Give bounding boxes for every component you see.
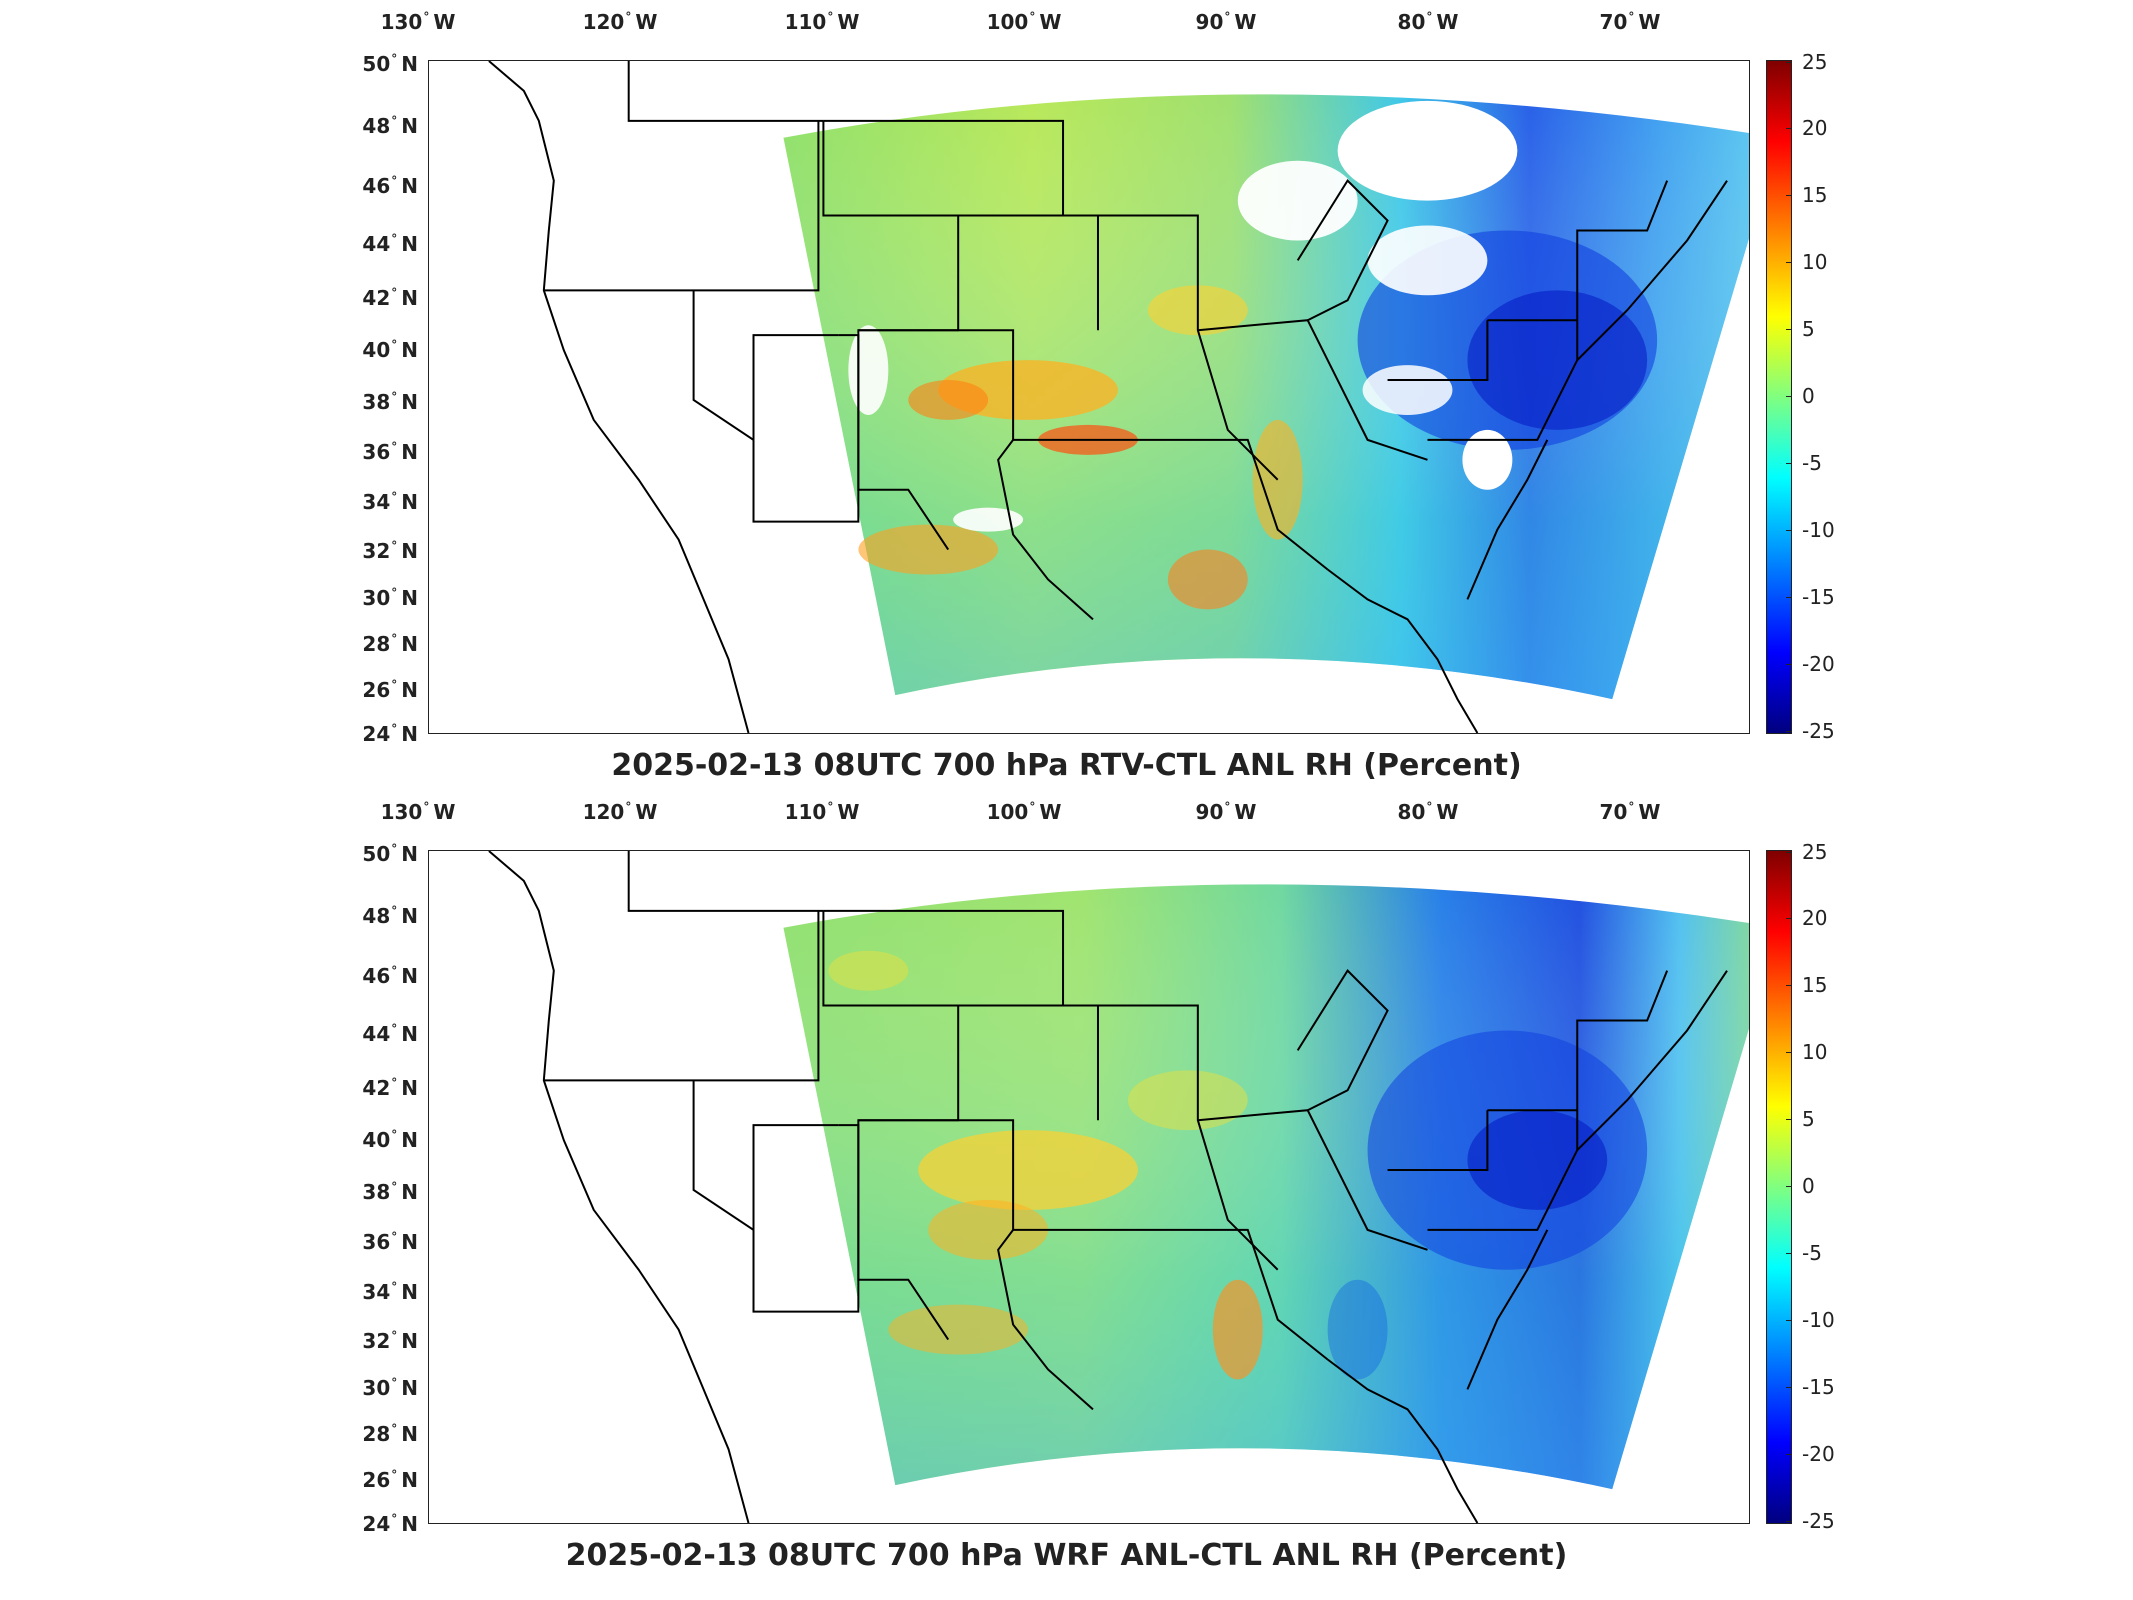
latitude-tick-label: 46° N (362, 174, 418, 198)
longitude-tick-label: 100° W (986, 800, 1062, 824)
longitude-tick-label: 80° W (1397, 10, 1459, 34)
colorbar-tick-mark (1786, 1521, 1792, 1522)
map-panel-rtv-ctl: 130° W 120° W 110° W 100° W 90° W 80° W 70° W 50° N 48°… (0, 0, 2133, 790)
latitude-tick-label: 46° N (362, 964, 418, 988)
colorbar-tick-mark (1786, 731, 1792, 732)
longitude-tick-label: 130° W (380, 800, 456, 824)
colorbar-tick-mark (1786, 530, 1792, 531)
colorbar-tick-label: -5 (1802, 451, 1822, 475)
colorbar-tick-mark (1786, 62, 1792, 63)
latitude-tick-label: 48° N (362, 904, 418, 928)
latitude-tick-label: 50° N (362, 52, 418, 76)
longitude-tick-label: 110° W (784, 800, 860, 824)
colorbar-tick-label: 5 (1802, 1107, 1815, 1131)
colorbar-tick-label: 5 (1802, 317, 1815, 341)
latitude-tick-label: 34° N (362, 1280, 418, 1304)
latitude-tick-label: 50° N (362, 842, 418, 866)
latitude-tick-label: 44° N (362, 1022, 418, 1046)
latitude-tick-label: 28° N (362, 1422, 418, 1446)
latitude-tick-label: 40° N (362, 1128, 418, 1152)
colorbar-tick-mark (1786, 1454, 1792, 1455)
rh-difference-map (488, 851, 1749, 1523)
latitude-tick-label: 40° N (362, 338, 418, 362)
colorbar-tick-label: -25 (1802, 1509, 1835, 1533)
latitude-tick-label: 44° N (362, 232, 418, 256)
longitude-tick-label: 100° W (986, 10, 1062, 34)
colorbar-tick-mark (1786, 852, 1792, 853)
latitude-tick-label: 24° N (362, 722, 418, 746)
map-frame (428, 850, 1750, 1524)
map-frame (428, 60, 1750, 734)
colorbar-tick-label: -10 (1802, 1308, 1835, 1332)
colorbar-tick-mark (1786, 918, 1792, 919)
coastlines-and-borders (488, 851, 1728, 1523)
latitude-tick-label: 42° N (362, 286, 418, 310)
latitude-tick-label: 34° N (362, 490, 418, 514)
colorbar (1766, 850, 1792, 1524)
colorbar-tick-mark (1786, 128, 1792, 129)
colorbar-tick-label: 0 (1802, 1174, 1815, 1198)
colorbar-tick-label: 25 (1802, 840, 1828, 864)
colorbar-tick-label: 10 (1802, 1040, 1828, 1064)
rh-difference-map (488, 61, 1749, 733)
colorbar-tick-label: -5 (1802, 1241, 1822, 1265)
colorbar-tick-mark (1786, 985, 1792, 986)
colorbar-tick-mark (1786, 1052, 1792, 1053)
latitude-tick-label: 32° N (362, 539, 418, 563)
colorbar-tick-mark (1786, 329, 1792, 330)
latitude-tick-label: 38° N (362, 390, 418, 414)
latitude-tick-label: 32° N (362, 1329, 418, 1353)
latitude-tick-label: 30° N (362, 586, 418, 610)
latitude-tick-label: 26° N (362, 1468, 418, 1492)
latitude-tick-label: 26° N (362, 678, 418, 702)
longitude-tick-label: 120° W (582, 800, 658, 824)
latitude-tick-label: 42° N (362, 1076, 418, 1100)
colorbar-tick-mark (1786, 1119, 1792, 1120)
colorbar-tick-mark (1786, 1320, 1792, 1321)
colorbar-tick-mark (1786, 463, 1792, 464)
latitude-tick-label: 38° N (362, 1180, 418, 1204)
longitude-tick-label: 90° W (1195, 10, 1257, 34)
colorbar-tick-mark (1786, 1387, 1792, 1388)
latitude-tick-label: 24° N (362, 1512, 418, 1536)
latitude-tick-label: 30° N (362, 1376, 418, 1400)
colorbar-tick-label: 15 (1802, 183, 1828, 207)
latitude-tick-label: 36° N (362, 440, 418, 464)
colorbar-tick-label: 20 (1802, 116, 1828, 140)
colorbar-tick-mark (1786, 262, 1792, 263)
colorbar-tick-label: 25 (1802, 50, 1828, 74)
latitude-tick-label: 28° N (362, 632, 418, 656)
colorbar-tick-label: -15 (1802, 585, 1835, 609)
colorbar-tick-label: -25 (1802, 719, 1835, 743)
latitude-tick-label: 36° N (362, 1230, 418, 1254)
colorbar-tick-label: 15 (1802, 973, 1828, 997)
longitude-tick-label: 70° W (1599, 800, 1661, 824)
colorbar-tick-mark (1786, 396, 1792, 397)
colorbar-tick-label: 0 (1802, 384, 1815, 408)
colorbar-tick-label: 10 (1802, 250, 1828, 274)
longitude-tick-label: 110° W (784, 10, 860, 34)
map-panel-wrf-ctl: 130° W 120° W 110° W 100° W 90° W 80° W 70° W 50° N 48°… (0, 790, 2133, 1580)
colorbar-tick-mark (1786, 597, 1792, 598)
longitude-tick-label: 70° W (1599, 10, 1661, 34)
panel-title: 2025-02-13 08UTC 700 hPa RTV-CTL ANL RH … (611, 748, 1522, 783)
coastlines-and-borders (488, 61, 1728, 733)
colorbar-tick-label: -15 (1802, 1375, 1835, 1399)
colorbar-tick-label: -20 (1802, 1442, 1835, 1466)
colorbar-tick-label: 20 (1802, 906, 1828, 930)
latitude-tick-label: 48° N (362, 114, 418, 138)
longitude-tick-label: 120° W (582, 10, 658, 34)
colorbar (1766, 60, 1792, 734)
colorbar-tick-mark (1786, 195, 1792, 196)
panel-title: 2025-02-13 08UTC 700 hPa WRF ANL-CTL ANL… (565, 1538, 1568, 1573)
colorbar-tick-mark (1786, 1253, 1792, 1254)
colorbar-tick-label: -20 (1802, 652, 1835, 676)
colorbar-tick-label: -10 (1802, 518, 1835, 542)
colorbar-tick-mark (1786, 664, 1792, 665)
longitude-tick-label: 90° W (1195, 800, 1257, 824)
longitude-tick-label: 130° W (380, 10, 456, 34)
longitude-tick-label: 80° W (1397, 800, 1459, 824)
colorbar-tick-mark (1786, 1186, 1792, 1187)
